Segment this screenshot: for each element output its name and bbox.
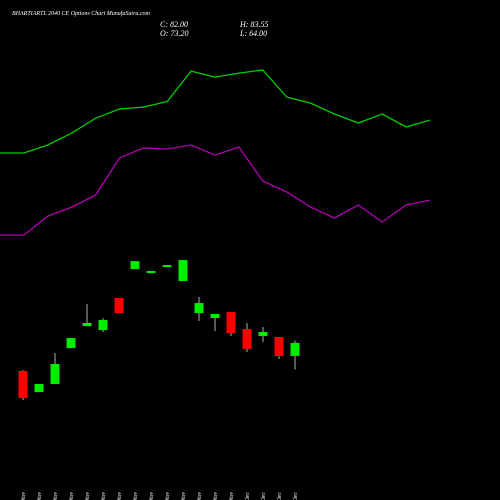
x-tick-label: 17 Nov xyxy=(117,492,123,500)
summary-low: L: 64.00 xyxy=(239,29,267,38)
candle-body xyxy=(274,337,284,357)
candle-body xyxy=(50,364,60,384)
candle-body xyxy=(162,265,172,268)
x-tick-label: 26 Nov xyxy=(197,492,203,500)
x-tick-label: 14 Nov xyxy=(100,492,107,500)
candle-body xyxy=(130,261,140,270)
x-tick-label: 07 Nov xyxy=(21,492,27,500)
summary-high: H: 83.55 xyxy=(239,20,268,29)
indicator-line xyxy=(0,69,431,154)
candle-body xyxy=(194,303,204,314)
x-tick-label: 01 Dec xyxy=(245,492,251,500)
indicator-line xyxy=(0,144,431,236)
x-tick-label: 03 Dec xyxy=(277,492,283,500)
candle-body xyxy=(178,260,188,282)
summary-close: C: 82.00 xyxy=(160,20,188,29)
candle-body xyxy=(146,270,156,274)
summary-open: O: 73.20 xyxy=(160,29,188,38)
x-tick-label: 04 Dec xyxy=(292,492,299,500)
candle-body xyxy=(98,320,108,331)
x-tick-label: 13 Nov xyxy=(85,492,91,500)
x-tick-label: 19 Nov xyxy=(149,492,155,500)
x-tick-label: 02 Dec xyxy=(261,492,267,500)
candle-body xyxy=(18,370,28,398)
x-tick-label: 12 Nov xyxy=(69,492,75,500)
x-tick-label: 10 Nov xyxy=(37,492,43,500)
candle-body xyxy=(258,331,268,336)
x-tick-label: 24 Nov xyxy=(164,492,171,500)
candle-body xyxy=(34,383,44,393)
candle-body xyxy=(242,329,252,349)
x-tick-label: 18 Nov xyxy=(133,492,139,500)
x-tick-label: 11 Nov xyxy=(53,492,59,500)
candle-body xyxy=(226,312,236,334)
candle-body xyxy=(66,338,76,349)
candle-body xyxy=(290,342,300,356)
x-tick-label: 28 Nov xyxy=(229,492,235,500)
candle-body xyxy=(114,298,124,314)
candle-body xyxy=(82,322,92,327)
x-tick-label: 25 Nov xyxy=(181,492,187,500)
chart-title: BHARTIARTL 2040 CE Options Chart MunafaS… xyxy=(12,10,151,17)
x-tick-label: 27 Nov xyxy=(213,492,219,500)
candle-body xyxy=(210,313,220,319)
